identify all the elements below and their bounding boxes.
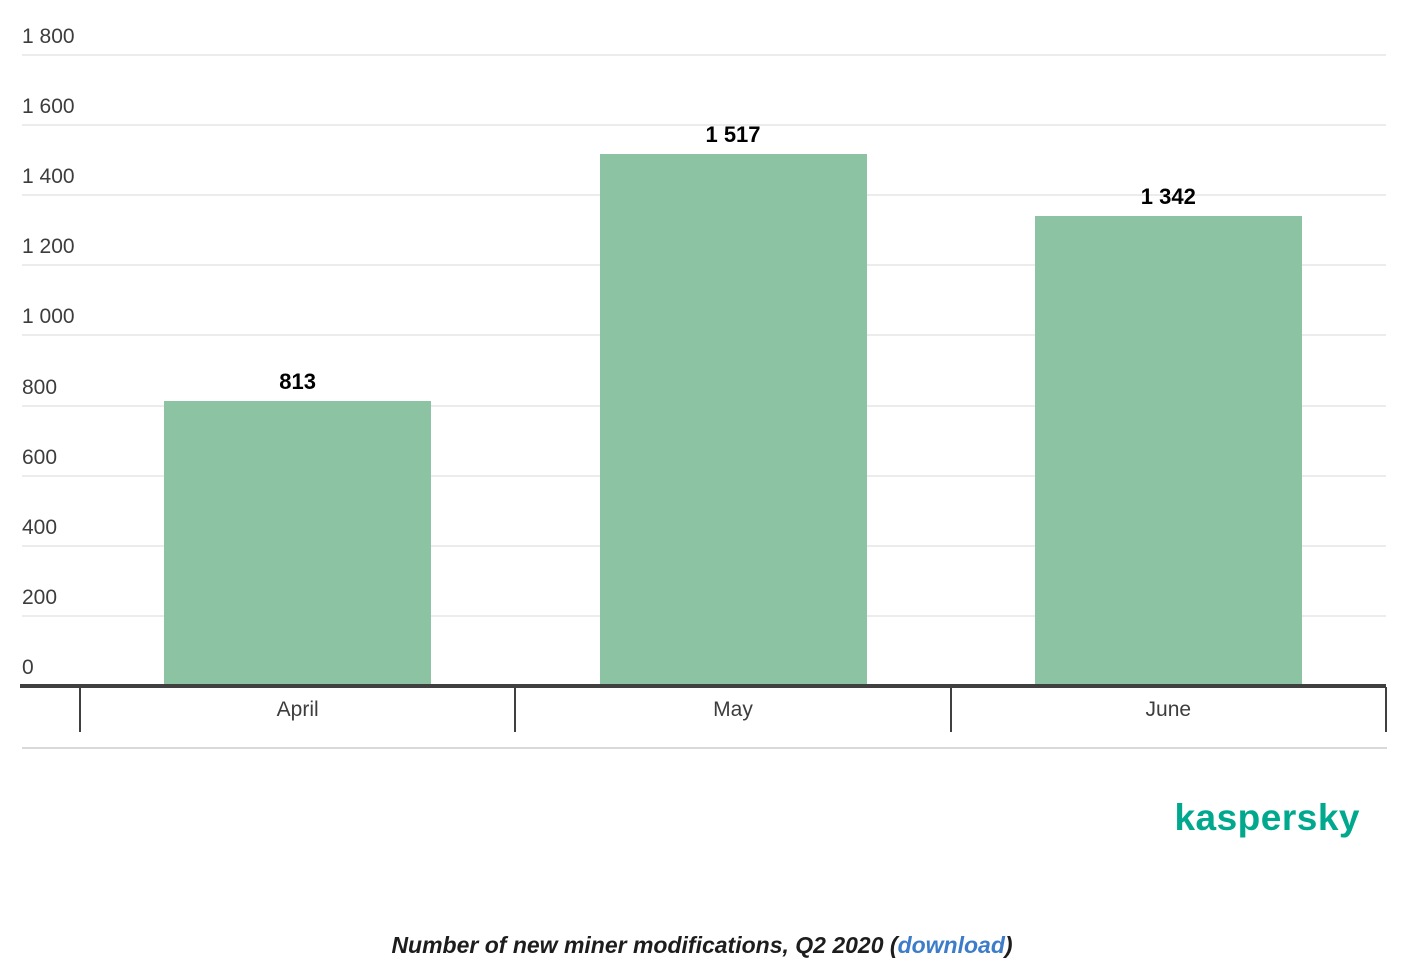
bar — [1034, 215, 1302, 686]
y-axis-label: 600 — [22, 445, 58, 469]
x-axis-tick — [949, 687, 952, 732]
y-axis-label: 1 000 — [22, 305, 75, 329]
bar-value-label: 1 517 — [705, 122, 761, 148]
y-axis-label: 0 — [22, 656, 34, 679]
bar-value-label: 1 342 — [1140, 183, 1196, 209]
y-axis-label: 1 800 — [22, 25, 75, 48]
y-axis-label: 200 — [22, 585, 58, 609]
y-axis-label: 1 200 — [22, 235, 75, 259]
y-axis-label: 800 — [22, 375, 58, 399]
bar — [599, 154, 867, 686]
kaspersky-logo: kaspersky — [1174, 797, 1360, 838]
caption-text-close: ) — [1004, 932, 1013, 958]
gridline — [22, 124, 1386, 127]
category-label: May — [713, 698, 753, 721]
x-axis-tick — [1385, 687, 1387, 732]
y-axis-label: 1 600 — [22, 95, 75, 119]
bar-value-label: 813 — [279, 368, 317, 394]
category-label: April — [276, 698, 319, 721]
chart-caption: Number of new miner modifications, Q2 20… — [0, 932, 1404, 959]
caption-text: Number of new miner modifications, Q2 20… — [391, 932, 898, 958]
y-axis-label: 400 — [22, 515, 58, 539]
x-axis-tick — [514, 687, 517, 732]
y-axis-label: 1 400 — [22, 165, 75, 189]
gridline — [22, 54, 1386, 56]
download-link[interactable]: download — [897, 932, 1005, 958]
bar — [164, 400, 432, 686]
x-axis-line — [20, 684, 1386, 688]
category-label: June — [1145, 698, 1192, 721]
x-axis-tick — [79, 687, 81, 732]
figure-separator-line — [22, 747, 1387, 749]
